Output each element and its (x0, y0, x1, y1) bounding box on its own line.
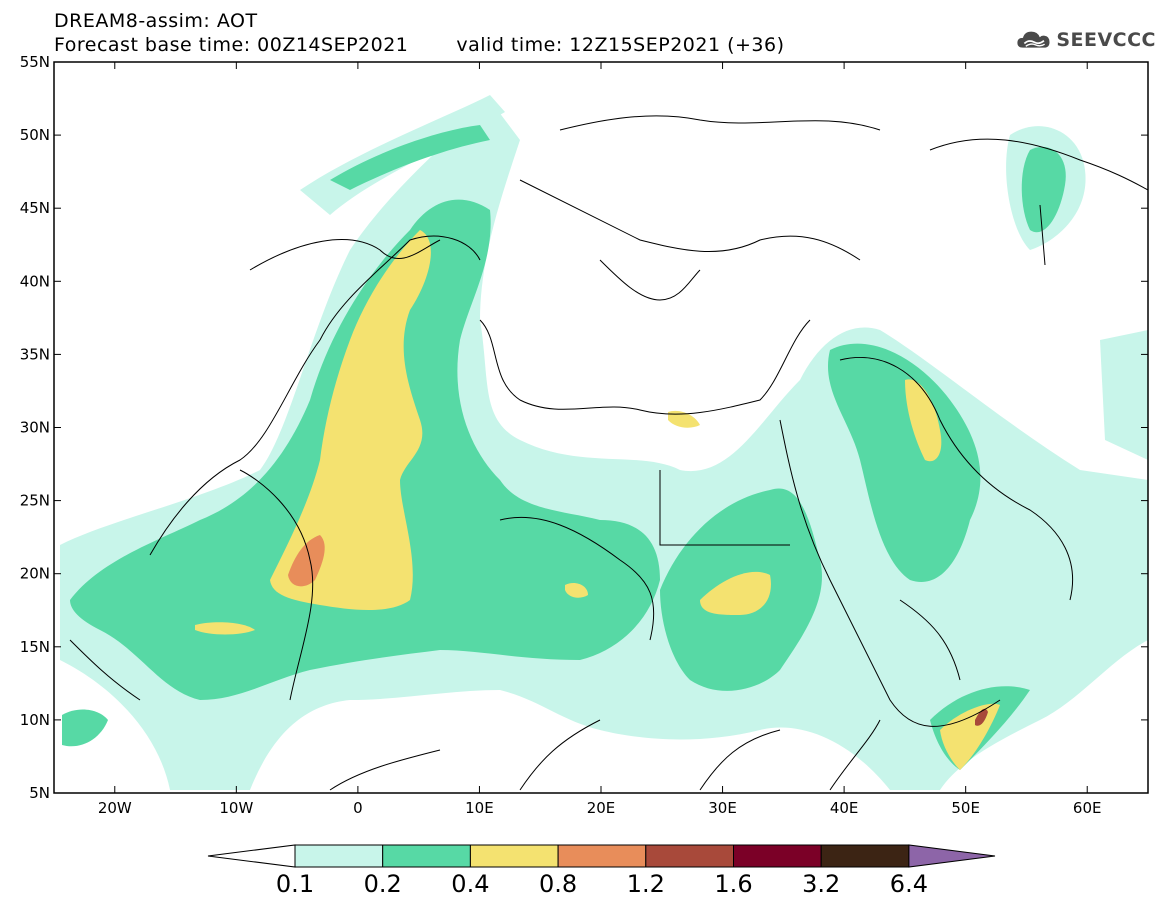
lon-tick-label: 50E (951, 799, 980, 817)
map-ticks: 55N 50N 45N 40N 35N 30N 25N 20N 15N 10N 5N 20W 10W 0 1… (20, 53, 1148, 817)
lat-tick-label: 5N (29, 784, 50, 802)
colorbar-label: 0.2 (363, 870, 402, 898)
lat-tick-label: 20N (20, 565, 50, 583)
cloud-icon (1017, 31, 1050, 48)
lat-tick-label: 30N (20, 419, 50, 437)
lon-tick-label: 30E (708, 799, 737, 817)
lon-tick-label: 0 (353, 799, 363, 817)
aot-1.2-1.6 (975, 708, 988, 726)
lat-tick-label: 45N (20, 199, 50, 217)
aot-fields (60, 95, 1148, 791)
lat-tick-label: 15N (20, 638, 50, 656)
colorbar-label: 3.2 (802, 870, 841, 898)
colorbar-label: 6.4 (889, 870, 928, 898)
colorbar-label: 0.1 (275, 870, 315, 898)
valid-time: valid time: 12Z15SEP2021 (+36) (456, 34, 785, 56)
base-time: Forecast base time: 00Z14SEP2021 (54, 34, 409, 56)
lat-tick-label: 25N (20, 492, 50, 510)
lon-tick-label: 20E (587, 799, 616, 817)
lat-tick-label: 35N (20, 345, 50, 363)
lat-tick-label: 10N (20, 711, 50, 729)
coastlines (69, 115, 1148, 791)
lon-tick-label: 20W (98, 799, 132, 817)
colorbar-label: 1.2 (626, 870, 665, 898)
lat-tick-label: 55N (20, 53, 50, 71)
colorbar-label: 0.8 (539, 870, 578, 898)
aot-0.4-0.8 (195, 230, 1000, 770)
lat-tick-label: 40N (20, 272, 50, 290)
logo-text: SEEVCCC (1056, 29, 1156, 51)
lon-tick-label: 10W (219, 799, 253, 817)
colorbar-label: 0.4 (451, 870, 490, 898)
lon-tick-label: 60E (1073, 799, 1102, 817)
title-line1: DREAM8-assim: AOT (54, 10, 258, 32)
lon-tick-label: 40E (830, 799, 859, 817)
logo: SEEVCCC (1016, 22, 1156, 58)
title-line2: Forecast base time: 00Z14SEP2021 valid ti… (54, 34, 785, 56)
lat-tick-label: 50N (20, 126, 50, 144)
colorbar-label: 1.6 (714, 870, 753, 898)
lon-tick-label: 10E (465, 799, 494, 817)
aot-0.8-1.2 (288, 535, 325, 587)
